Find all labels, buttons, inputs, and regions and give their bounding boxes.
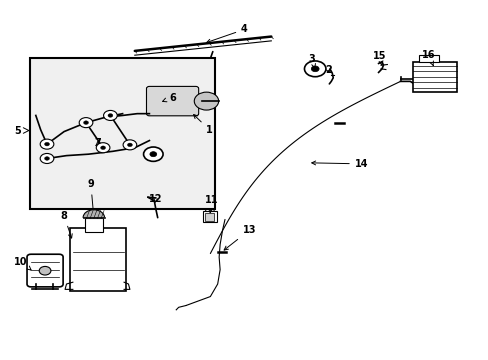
Text: 12: 12 — [149, 194, 162, 204]
Bar — [84, 219, 103, 232]
Circle shape — [40, 139, 54, 149]
Wedge shape — [83, 210, 104, 218]
Text: 15: 15 — [372, 51, 386, 65]
Bar — [203, 211, 216, 222]
Circle shape — [39, 266, 51, 275]
Circle shape — [194, 92, 218, 110]
Text: 10: 10 — [14, 257, 31, 270]
Text: 14: 14 — [311, 159, 367, 169]
Circle shape — [44, 142, 49, 146]
Bar — [83, 217, 104, 219]
Circle shape — [101, 146, 105, 149]
Text: 13: 13 — [224, 225, 256, 250]
Text: 4: 4 — [206, 24, 247, 43]
Text: 3: 3 — [308, 54, 315, 68]
Text: 9: 9 — [87, 179, 95, 214]
Text: 1: 1 — [193, 114, 212, 135]
Circle shape — [103, 111, 117, 121]
Circle shape — [150, 152, 157, 157]
Text: 7: 7 — [95, 139, 102, 148]
Text: 5: 5 — [14, 126, 21, 135]
Circle shape — [83, 121, 88, 125]
Circle shape — [127, 143, 132, 147]
Circle shape — [311, 66, 319, 72]
Circle shape — [79, 118, 93, 128]
Text: 11: 11 — [204, 195, 218, 213]
Text: 6: 6 — [163, 93, 175, 103]
Text: 2: 2 — [325, 64, 331, 75]
Text: 8: 8 — [61, 211, 72, 238]
Bar — [30, 58, 215, 209]
Bar — [205, 213, 214, 221]
Circle shape — [40, 153, 54, 163]
Bar — [418, 55, 438, 62]
Circle shape — [123, 140, 137, 150]
Circle shape — [44, 157, 49, 160]
FancyBboxPatch shape — [146, 86, 198, 116]
Text: 16: 16 — [421, 50, 435, 66]
FancyBboxPatch shape — [27, 254, 63, 287]
FancyBboxPatch shape — [70, 228, 126, 291]
Bar — [412, 62, 456, 92]
Circle shape — [143, 147, 163, 161]
Circle shape — [304, 61, 325, 77]
Circle shape — [96, 143, 110, 153]
Circle shape — [108, 114, 113, 117]
